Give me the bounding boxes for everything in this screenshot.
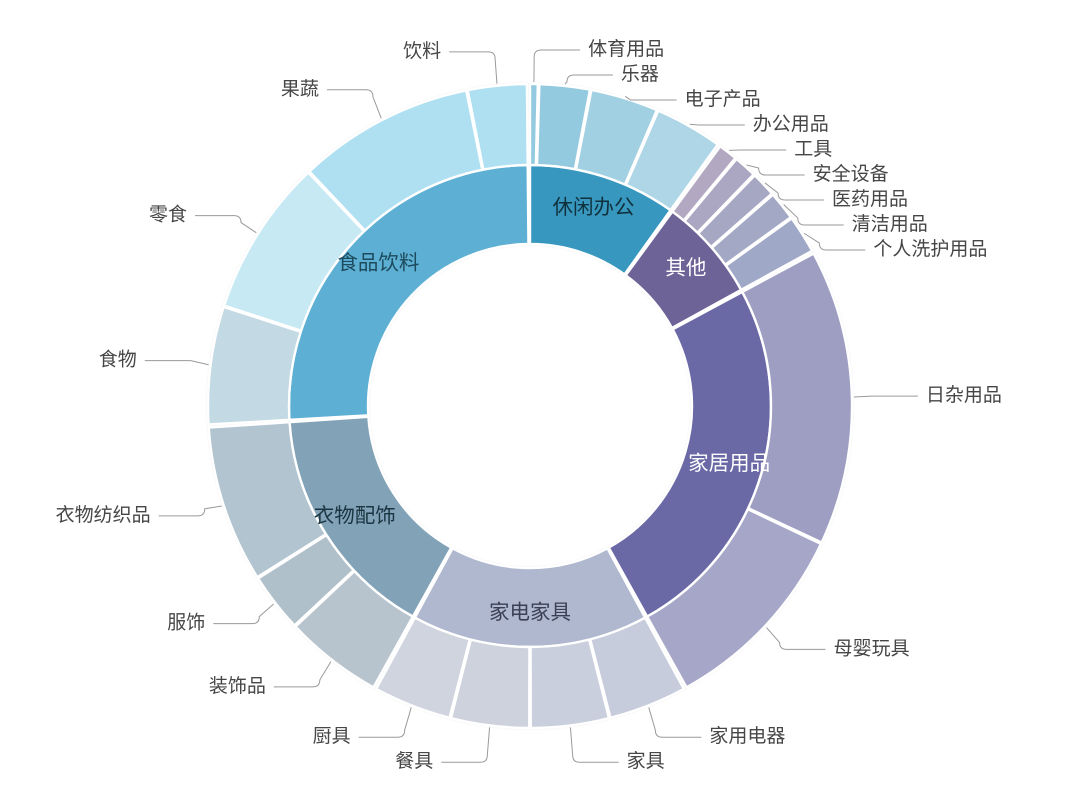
svg-text:办公用品: 办公用品	[753, 113, 829, 135]
svg-text:休闲办公: 休闲办公	[553, 196, 635, 219]
svg-text:体育用品: 体育用品	[588, 38, 664, 60]
svg-text:安全设备: 安全设备	[813, 163, 889, 185]
svg-text:衣物纺织品: 衣物纺织品	[56, 504, 151, 526]
svg-text:清洁用品: 清洁用品	[852, 213, 928, 235]
svg-text:家居用品: 家居用品	[688, 452, 770, 475]
svg-text:乐器: 乐器	[621, 63, 659, 85]
svg-text:电子产品: 电子产品	[685, 88, 761, 110]
svg-text:食物: 食物	[99, 349, 137, 371]
svg-text:餐具: 餐具	[395, 750, 433, 772]
svg-text:服饰: 服饰	[167, 612, 205, 634]
svg-text:医药用品: 医药用品	[832, 188, 908, 210]
svg-text:母婴玩具: 母婴玩具	[834, 637, 910, 659]
svg-text:个人洗护用品: 个人洗护用品	[873, 238, 987, 260]
svg-text:工具: 工具	[794, 139, 832, 160]
svg-text:家具: 家具	[627, 750, 665, 772]
svg-text:饮料: 饮料	[403, 40, 441, 62]
svg-text:日杂用品: 日杂用品	[926, 384, 1002, 406]
svg-text:家电家具: 家电家具	[489, 601, 571, 624]
svg-text:家用电器: 家用电器	[709, 725, 785, 747]
svg-text:其他: 其他	[665, 256, 706, 279]
svg-text:装饰品: 装饰品	[209, 675, 266, 697]
svg-text:食品饮料: 食品饮料	[337, 252, 419, 275]
svg-text:衣物配饰: 衣物配饰	[314, 505, 396, 528]
svg-text:零食: 零食	[149, 204, 187, 226]
svg-text:厨具: 厨具	[313, 726, 351, 747]
svg-text:果蔬: 果蔬	[281, 78, 319, 100]
